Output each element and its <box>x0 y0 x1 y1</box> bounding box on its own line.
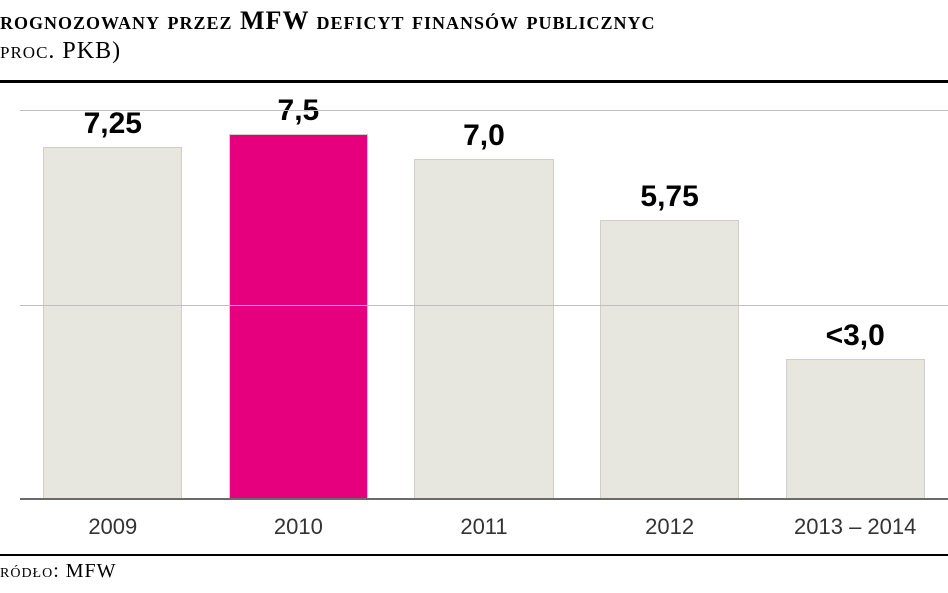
plot-area: 7,257,57,05,75<3,0 048 <box>20 110 948 500</box>
grid-line <box>20 305 948 306</box>
title-line-1: rognozowany przez MFW deficyt finansów p… <box>0 6 948 36</box>
source-label: ródło: MFW <box>0 560 117 583</box>
bar <box>786 359 925 500</box>
bar <box>229 134 368 500</box>
source-rule <box>0 554 948 556</box>
title-rule <box>0 80 948 83</box>
title-block: rognozowany przez MFW deficyt finansów p… <box>0 6 948 65</box>
bar <box>43 147 182 500</box>
bar <box>414 159 553 500</box>
bar <box>600 220 739 500</box>
x-tick-label: 2011 <box>391 514 577 540</box>
title-line-2: proc. PKB) <box>0 38 948 65</box>
grid-line <box>20 110 948 111</box>
bar-value-label: <3,0 <box>762 319 948 353</box>
x-tick-label: 2009 <box>20 514 206 540</box>
bar-value-label: 5,75 <box>577 180 763 214</box>
x-tick-label: 2010 <box>206 514 392 540</box>
bar-value-label: 7,25 <box>20 107 206 141</box>
bar-chart: 7,257,57,05,75<3,0 048 20092010201120122… <box>0 90 948 550</box>
bar-value-label: 7,5 <box>206 94 392 128</box>
x-tick-label: 2012 <box>577 514 763 540</box>
figure-root: rognozowany przez MFW deficyt finansów p… <box>0 0 948 593</box>
bar-value-label: 7,0 <box>391 119 577 153</box>
x-axis: 20092010201120122013 – 2014 <box>20 504 948 540</box>
x-baseline <box>20 498 948 500</box>
x-tick-label: 2013 – 2014 <box>762 514 948 540</box>
